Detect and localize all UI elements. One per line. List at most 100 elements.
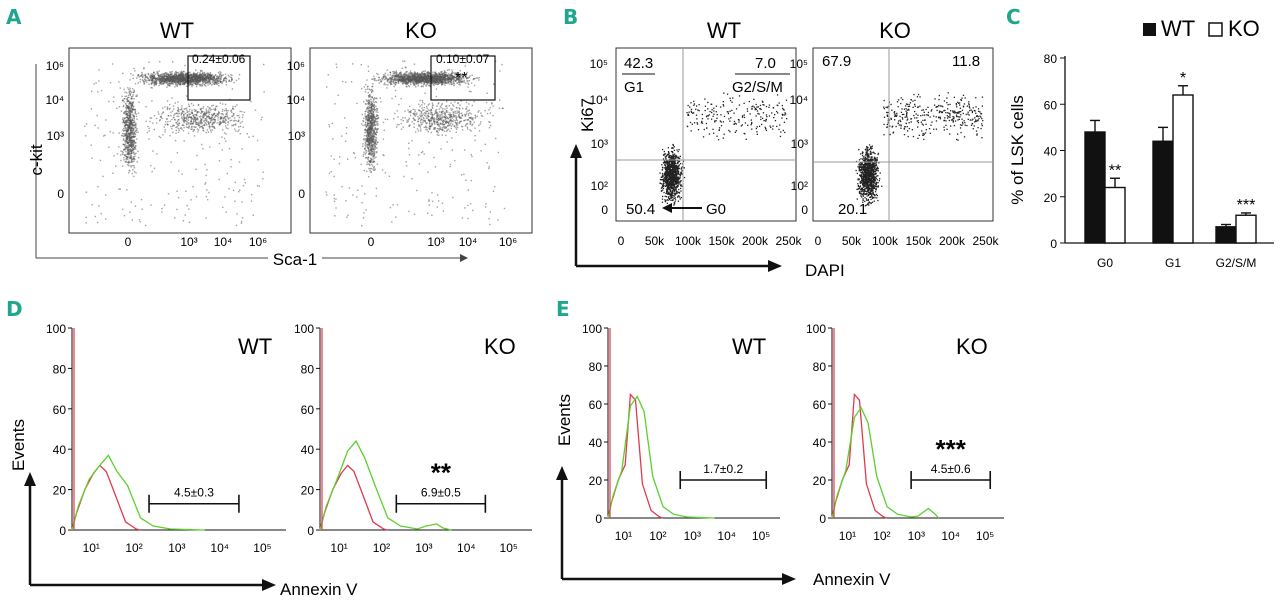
event-dot [390,79,392,81]
event-dot [209,77,211,79]
panel-letter-c: C [1006,5,1021,29]
event-dot [196,128,199,130]
event-dot [213,79,216,82]
event-dot [465,75,468,77]
event-dot [123,117,126,119]
event-dot [192,79,194,82]
event-dot [196,112,199,114]
event-dot [113,96,115,98]
event-dot [135,172,137,174]
event-dot [219,77,221,80]
event-dot [201,74,203,76]
event-dot [188,82,190,84]
event-dot [444,73,447,76]
event-dot [428,82,430,84]
event-dot [449,81,451,83]
event-dot [156,153,158,155]
event-dot [122,151,124,153]
event-dot [407,84,410,87]
event-dot [208,127,211,129]
event-dot [429,80,431,82]
event-dot [415,83,418,85]
event-dot [188,80,191,82]
event-dot [127,124,129,126]
event-dot [435,73,437,75]
event-dot [374,133,377,135]
event-dot [369,111,371,113]
event-dot [132,95,134,98]
event-dot [376,163,379,165]
event-dot [398,74,400,77]
event-dot [130,201,132,203]
event-dot [373,113,375,116]
event-dot [446,80,449,82]
event-dot [400,80,402,82]
event-dot [145,79,148,82]
event-dot [371,97,374,99]
event-dot [197,78,199,80]
event-dot [415,73,417,75]
event-dot [182,110,184,112]
event-dot [369,112,372,114]
event-dot [184,82,187,84]
event-dot [463,79,465,82]
event-dot [127,119,129,121]
event-dot [369,161,372,163]
event-dot [371,123,373,126]
event-dot [168,80,170,82]
event-dot [442,75,444,78]
event-dot [128,114,130,117]
event-dot [160,82,162,84]
event-dot [205,120,208,123]
event-dot [181,105,183,107]
event-dot [174,75,176,77]
event-dot [155,83,157,85]
event-dot [398,79,401,82]
event-dot [199,75,201,77]
event-dot [444,81,447,83]
event-dot [122,135,124,137]
event-dot [224,73,227,76]
event-dot [181,111,183,114]
event-dot [405,78,407,80]
event-dot [387,78,389,80]
event-dot [206,82,208,84]
event-dot [164,78,166,81]
event-dot [452,80,455,83]
event-dot [207,81,209,83]
event-dot [414,83,416,85]
event-dot [145,224,147,227]
event-dot [196,123,198,126]
event-dot [370,126,372,128]
event-dot [177,75,179,77]
event-dot [376,114,378,116]
event-dot [368,153,370,155]
event-dot [168,74,170,76]
event-dot [198,116,201,118]
event-dot [438,72,440,74]
event-dot [397,75,399,77]
event-dot [185,81,187,84]
event-dot [171,82,173,85]
event-dot [227,74,230,76]
event-dot [381,79,384,81]
event-dot [158,82,161,84]
event-dot [373,101,375,104]
event-dot [126,130,128,132]
event-dot [193,126,195,128]
event-dot [198,111,200,113]
event-dot [438,82,441,85]
event-dot [471,74,473,76]
event-dot [206,129,209,131]
event-dot [195,79,197,81]
event-dot [208,116,211,118]
event-dot [421,78,423,80]
event-dot [233,113,235,115]
event-dot [400,76,402,79]
event-dot [448,83,451,85]
event-dot [419,77,422,79]
event-dot [195,109,197,111]
event-dot [368,125,371,127]
event-dot [395,79,397,81]
event-dot [397,78,400,80]
